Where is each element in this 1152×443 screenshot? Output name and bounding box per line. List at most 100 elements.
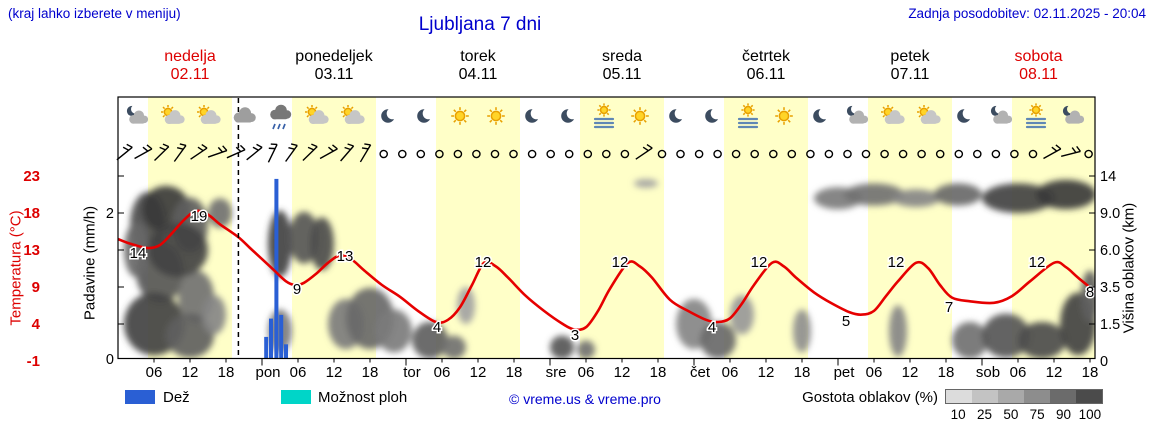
day-date: 08.11 bbox=[1019, 66, 1058, 83]
weather-icon-sun bbox=[451, 107, 469, 125]
wind-calm-icon bbox=[602, 149, 611, 159]
svg-text:12: 12 bbox=[758, 364, 775, 381]
day-header-sreda: sreda 05.11 bbox=[552, 48, 692, 84]
wind-calm-icon bbox=[917, 149, 926, 159]
weather-icon-sun-cloud bbox=[917, 105, 941, 124]
wind-calm-icon bbox=[657, 149, 667, 159]
day-date: 04.11 bbox=[458, 66, 498, 83]
svg-text:12: 12 bbox=[612, 254, 629, 271]
weather-icon-sun-cloud bbox=[881, 105, 905, 124]
density-tick-label: 75 bbox=[1029, 407, 1045, 422]
density-tick-label: 25 bbox=[976, 407, 993, 422]
copyright-link[interactable]: © vreme.us & vreme.pro bbox=[509, 391, 661, 407]
wind-calm-icon bbox=[490, 149, 500, 159]
svg-text:06: 06 bbox=[578, 364, 595, 381]
wind-calm-icon bbox=[880, 149, 889, 159]
wind-barb-icon bbox=[190, 144, 208, 160]
density-tick-label: 90 bbox=[1055, 407, 1072, 422]
weather-icon-sun-cloud bbox=[161, 105, 185, 124]
day-header-petek: petek 07.11 bbox=[840, 48, 980, 84]
temperature-tick-labels: 23 18 13 9 4 -1 bbox=[23, 168, 40, 370]
svg-text:sre: sre bbox=[546, 364, 567, 381]
showers-swatch bbox=[281, 390, 311, 404]
density-tick-label: 100 bbox=[1078, 407, 1102, 422]
svg-text:23: 23 bbox=[23, 168, 40, 185]
svg-text:12: 12 bbox=[475, 254, 492, 271]
weather-icon-moon bbox=[561, 109, 575, 123]
day-date: 05.11 bbox=[602, 66, 642, 83]
wind-calm-icon bbox=[1028, 149, 1038, 159]
wind-barb-icon bbox=[635, 144, 653, 160]
svg-text:06: 06 bbox=[290, 364, 307, 381]
svg-text:3: 3 bbox=[571, 327, 579, 344]
wind-calm-icon bbox=[416, 149, 426, 159]
wind-calm-icon bbox=[472, 149, 481, 159]
svg-text:12: 12 bbox=[902, 364, 919, 381]
wind-barb-icon bbox=[226, 144, 246, 159]
day-header-torek: torek 04.11 bbox=[408, 48, 548, 84]
svg-text:sob: sob bbox=[976, 364, 1000, 381]
svg-text:06: 06 bbox=[722, 364, 739, 381]
svg-text:4: 4 bbox=[433, 319, 441, 336]
svg-text:14: 14 bbox=[1100, 169, 1116, 185]
svg-text:12: 12 bbox=[326, 364, 343, 381]
wind-calm-icon bbox=[527, 149, 537, 159]
svg-text:-1: -1 bbox=[27, 353, 40, 370]
wind-barb-icon bbox=[1060, 145, 1081, 157]
day-date: 03.11 bbox=[314, 66, 354, 83]
density-scale-segment bbox=[1076, 390, 1102, 403]
weather-icon-moon-cloud bbox=[990, 105, 1013, 124]
wind-calm-icon bbox=[713, 149, 722, 159]
weather-icon-moon bbox=[381, 109, 395, 123]
wind-barb-icon bbox=[207, 145, 228, 158]
wind-calm-icon bbox=[676, 149, 685, 159]
weather-icon-moon bbox=[417, 109, 431, 123]
density-scale-segment bbox=[972, 390, 998, 403]
weather-icon-moon-cloud bbox=[126, 105, 149, 124]
day-name: torek bbox=[460, 48, 496, 65]
svg-text:čet: čet bbox=[690, 364, 711, 381]
wind-barb-icon bbox=[173, 143, 187, 162]
svg-text:9: 9 bbox=[293, 281, 301, 298]
svg-text:12: 12 bbox=[888, 254, 905, 271]
day-name: nedelja bbox=[164, 48, 216, 65]
wind-calm-icon bbox=[750, 149, 760, 159]
wind-calm-icon bbox=[397, 149, 407, 159]
temperature-point-labels: 14 19 9 13 4 12 3 12 4 12 5 12 7 12 8 bbox=[128, 207, 1096, 346]
weather-icon-fog-sun bbox=[593, 103, 615, 129]
weather-icon-sun-cloud bbox=[197, 105, 221, 124]
wind-barb-icon bbox=[302, 143, 318, 161]
svg-text:14: 14 bbox=[130, 245, 147, 262]
wind-barb-icon bbox=[267, 143, 278, 163]
svg-text:19: 19 bbox=[191, 208, 208, 225]
svg-text:18: 18 bbox=[23, 205, 40, 222]
wind-calm-icon bbox=[509, 149, 518, 159]
wind-calm-icon bbox=[973, 149, 982, 159]
last-updated: Zadnja posodobitev: 02.11.2025 - 20:04 bbox=[908, 6, 1146, 21]
wind-calm-icon bbox=[843, 149, 852, 159]
svg-text:18: 18 bbox=[650, 364, 667, 381]
svg-text:12: 12 bbox=[1046, 364, 1063, 381]
day-header-sobota: sobota 08.11 bbox=[969, 48, 1109, 84]
day-date: 06.11 bbox=[746, 66, 786, 83]
density-tick-label: 10 bbox=[950, 407, 966, 422]
wind-calm-icon bbox=[861, 149, 871, 159]
day-name: sobota bbox=[1014, 48, 1063, 65]
wind-calm-icon bbox=[954, 149, 964, 159]
wind-calm-icon bbox=[583, 149, 593, 159]
weather-icon-rain bbox=[270, 104, 292, 130]
svg-text:06: 06 bbox=[434, 364, 451, 381]
showers-legend-label: Možnost ploh bbox=[318, 389, 408, 406]
svg-text:9: 9 bbox=[32, 279, 40, 296]
wind-barb-icon bbox=[340, 143, 355, 162]
svg-text:06: 06 bbox=[1010, 364, 1027, 381]
wind-calm-icon bbox=[731, 149, 741, 159]
svg-text:13: 13 bbox=[23, 242, 40, 259]
wind-barb-icon bbox=[154, 143, 170, 161]
density-tick-label: 50 bbox=[1003, 407, 1019, 422]
svg-text:8: 8 bbox=[1086, 284, 1094, 301]
wind-calm-icon bbox=[694, 149, 704, 159]
rain-swatch bbox=[125, 390, 155, 404]
wind-calm-icon bbox=[620, 149, 630, 159]
